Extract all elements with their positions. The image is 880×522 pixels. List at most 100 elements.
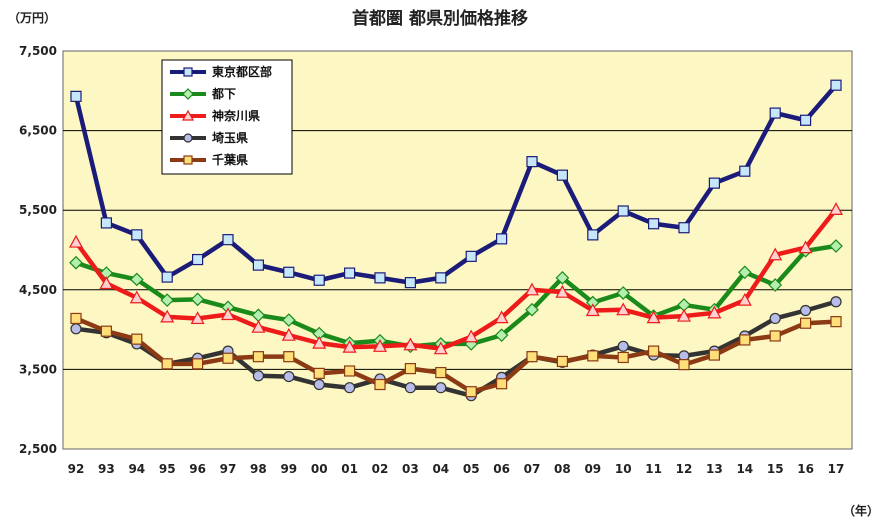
- x-tick-label: 05: [463, 462, 480, 476]
- legend-item: 東京都区部: [170, 64, 272, 79]
- data-point: [617, 351, 629, 364]
- data-point: [555, 271, 570, 285]
- data-point: [830, 79, 842, 91]
- data-point: [433, 341, 448, 355]
- data-point: [525, 302, 539, 317]
- data-point: [435, 272, 447, 284]
- data-point: [131, 333, 143, 345]
- data-point: [496, 233, 508, 245]
- data-point: [342, 339, 357, 353]
- data-point: [435, 382, 447, 394]
- data-point: [222, 234, 234, 246]
- data-point: [374, 272, 386, 284]
- data-point: [70, 323, 82, 335]
- data-point: [129, 290, 144, 304]
- data-point: [372, 339, 388, 352]
- data-point: [220, 307, 236, 321]
- data-point: [281, 327, 296, 341]
- data-point: [708, 177, 721, 189]
- data-point: [768, 247, 783, 261]
- data-point: [555, 284, 570, 298]
- x-tick-label: 14: [736, 462, 753, 476]
- data-point: [739, 334, 751, 346]
- x-tick-label: 06: [493, 462, 510, 476]
- x-tick-label: 09: [584, 462, 601, 476]
- data-point: [313, 274, 325, 286]
- data-point: [131, 229, 143, 241]
- y-tick-label: 2,500: [19, 442, 57, 456]
- data-point: [70, 90, 82, 102]
- data-point: [799, 317, 812, 329]
- x-tick-label: 97: [220, 462, 237, 476]
- data-point: [799, 114, 812, 126]
- data-point: [617, 340, 629, 352]
- data-point: [192, 358, 204, 370]
- data-point: [616, 286, 631, 300]
- data-point: [281, 313, 296, 327]
- data-point: [737, 292, 752, 306]
- data-point: [739, 165, 751, 177]
- data-point: [190, 311, 205, 325]
- data-point: [768, 278, 783, 292]
- y-axis-unit: （万円）: [8, 10, 56, 25]
- data-point: [313, 378, 325, 391]
- legend-item: 千葉県: [170, 152, 248, 167]
- data-point: [192, 253, 204, 266]
- x-tick-label: 93: [98, 462, 115, 476]
- data-point: [556, 169, 569, 181]
- data-point: [496, 378, 508, 390]
- y-axis-ticks: 2,500 3,500 4,500 5,500 6,500 7,500: [19, 44, 57, 456]
- x-tick-label: 96: [189, 462, 206, 476]
- data-point: [100, 217, 113, 229]
- legend-label: 東京都区部: [212, 64, 272, 79]
- x-tick-label: 16: [797, 462, 814, 476]
- data-point: [587, 229, 599, 241]
- data-point: [465, 250, 477, 262]
- data-point: [403, 337, 418, 351]
- data-point: [494, 328, 509, 343]
- data-point: [252, 351, 264, 363]
- x-tick-label: 04: [432, 462, 449, 476]
- data-point: [313, 367, 325, 379]
- x-tick-label: 10: [615, 462, 632, 476]
- data-point: [676, 308, 692, 322]
- data-point: [283, 351, 295, 363]
- data-point: [190, 292, 205, 307]
- y-tick-label: 6,500: [19, 124, 57, 138]
- data-point: [556, 355, 569, 368]
- legend-item: 埼玉県: [170, 130, 248, 145]
- data-point: [464, 329, 479, 343]
- x-tick-label: 08: [554, 462, 571, 476]
- data-point: [222, 352, 234, 364]
- data-point: [404, 363, 416, 375]
- data-point: [526, 351, 538, 363]
- x-tick-label: 02: [372, 462, 389, 476]
- data-point: [68, 234, 84, 248]
- data-point: [829, 239, 843, 253]
- data-point: [251, 319, 266, 333]
- data-point: [283, 266, 295, 278]
- data-point: [830, 296, 842, 308]
- data-point: [183, 133, 193, 143]
- data-point: [587, 350, 599, 362]
- data-point: [708, 349, 721, 361]
- data-point: [799, 304, 812, 317]
- data-point: [344, 382, 356, 394]
- x-tick-label: 13: [706, 462, 723, 476]
- data-point: [69, 255, 83, 270]
- data-point: [524, 282, 540, 296]
- data-point: [769, 107, 781, 119]
- data-point: [798, 240, 813, 254]
- x-tick-label: 17: [828, 462, 845, 476]
- data-point: [161, 358, 173, 370]
- series-0: [70, 79, 842, 289]
- x-tick-label: 12: [676, 462, 693, 476]
- data-point: [494, 310, 509, 324]
- data-point: [129, 272, 144, 287]
- chart-title: 首都圏 都県別価格推移: [352, 8, 528, 29]
- x-tick-label: 95: [159, 462, 176, 476]
- data-point: [160, 309, 175, 323]
- x-tick-label: 99: [280, 462, 297, 476]
- data-point: [344, 267, 356, 279]
- data-point: [100, 325, 113, 337]
